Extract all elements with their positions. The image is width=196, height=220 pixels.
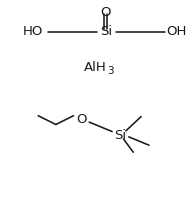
Text: O: O [101, 6, 111, 19]
Text: O: O [76, 113, 87, 126]
Text: Si: Si [114, 129, 127, 142]
Text: HO: HO [23, 25, 44, 38]
Text: 3: 3 [107, 66, 113, 76]
Text: OH: OH [166, 25, 187, 38]
Text: Si: Si [100, 25, 112, 38]
Text: AlH: AlH [84, 61, 107, 74]
